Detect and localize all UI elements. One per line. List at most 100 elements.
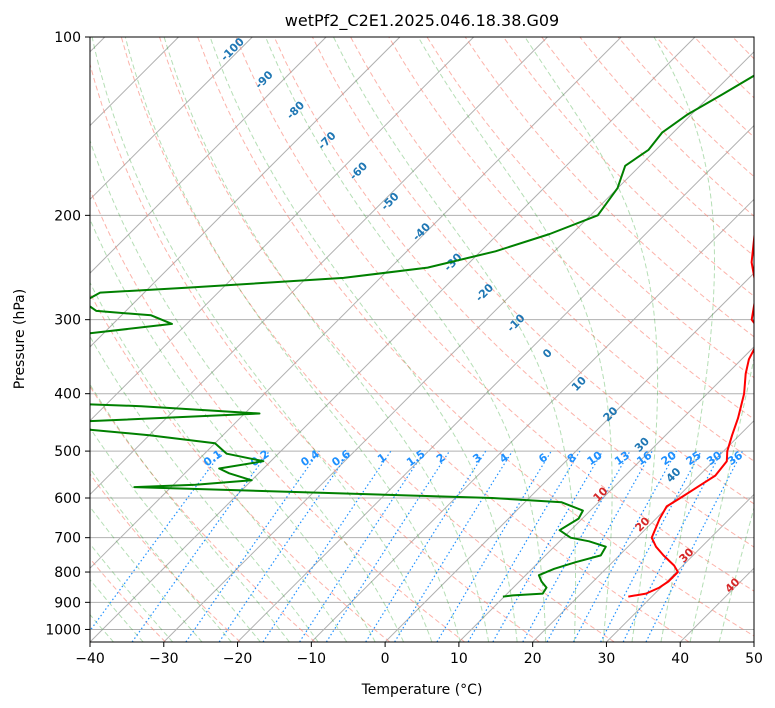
y-axis-title: Pressure (hPa) [12, 289, 28, 389]
isotherm [90, 37, 548, 496]
y-tick-label: 300 [54, 313, 81, 329]
isotherm [532, 419, 754, 642]
dry-adiabat [464, 37, 754, 338]
mixing-ratio-line [436, 450, 552, 642]
moist-adiabat-label: 20 [633, 514, 653, 534]
isotherm [606, 493, 754, 642]
dry-adiabat-label: -60 [347, 159, 370, 182]
pressure-grid [90, 37, 754, 630]
y-tick-label: 1000 [45, 622, 81, 638]
moist-adiabat-label: 30 [677, 545, 697, 565]
plot-frame [89, 36, 755, 643]
isotherm [90, 37, 622, 569]
profile-series [90, 74, 754, 598]
mixing-ratio-lines [90, 450, 744, 642]
mixing-ratio-line [522, 450, 631, 642]
x-tick-label: 0 [381, 651, 390, 667]
moist-adiabat-label: 40 [723, 575, 743, 595]
moist-adiabat [90, 427, 261, 642]
isotherm [90, 37, 253, 201]
dry-adiabat [120, 37, 615, 642]
dry-adiabat [426, 37, 754, 379]
temperature-profile-line [628, 229, 754, 598]
x-tick-label: −30 [149, 651, 179, 667]
x-tick-label: 10 [450, 651, 468, 667]
mixing-ratio-label: 2 [434, 451, 448, 466]
moist-adiabat [90, 281, 348, 642]
x-tick-label: 20 [524, 651, 542, 667]
x-tick-label: −20 [223, 651, 253, 667]
moist-adiabat [90, 335, 319, 642]
y-tick-label: 100 [54, 30, 81, 46]
dry-adiabat-label: -100 [218, 35, 247, 64]
mixing-ratio-label: 1 [375, 451, 389, 466]
dry-adiabats [90, 37, 754, 642]
moist-adiabat [90, 218, 376, 642]
moist-adiabat [265, 37, 547, 642]
dry-adiabat [90, 385, 316, 642]
isotherm [90, 37, 696, 642]
moist-adiabat-label: 10 [591, 484, 611, 504]
isotherm [90, 37, 475, 422]
mixing-ratio-line [572, 450, 677, 642]
isotherm [679, 567, 754, 642]
dry-adiabat-label: -50 [378, 190, 401, 213]
moist-adiabat [163, 37, 490, 642]
dry-adiabat [159, 37, 690, 642]
mixing-ratio-label: 6 [536, 451, 550, 466]
mixing-ratio-label: 0.6 [329, 447, 353, 469]
isotherm [384, 272, 754, 642]
y-tick-label: 800 [54, 565, 81, 581]
x-tick-label: 40 [671, 651, 689, 667]
dry-adiabat [90, 557, 166, 642]
mixing-ratio-line [131, 450, 270, 642]
moist-adiabat [417, 37, 613, 642]
dewpoint-profile-line [90, 74, 754, 598]
y-tick-label: 600 [54, 491, 81, 507]
chart-title: wetPf2_C2E1.2025.046.18.38.G09 [285, 11, 559, 31]
mixing-ratio-line [645, 450, 744, 642]
dry-adiabat [388, 37, 754, 420]
plot-area: -100-90-80-70-60-50-40-30-20-10010203040… [90, 35, 754, 642]
isotherm [753, 641, 754, 642]
moist-adiabat [91, 37, 433, 642]
isotherm [163, 51, 754, 642]
x-axis-ticks: −40 −30 −20 −10 0 10 20 30 40 50 [75, 642, 763, 667]
mixing-ratio-line [218, 450, 351, 642]
moist-adiabat [333, 37, 577, 642]
moist-adiabat-labels: 10 20 30 40 [591, 484, 743, 595]
mixing-ratio-line [365, 450, 487, 642]
mixing-ratio-label: 0.4 [298, 447, 322, 469]
dry-adiabat [350, 37, 754, 462]
moist-adiabat [90, 139, 405, 642]
dry-adiabat [655, 37, 754, 138]
moist-adiabat [209, 37, 518, 642]
isotherm [90, 37, 327, 274]
moist-adiabat [653, 37, 715, 642]
mixing-ratio-labels: 0.1 0.2 0.4 0.6 1 1.5 2 3 4 6 8 10 13 16 20 25 30 36 [201, 447, 745, 469]
dry-adiabat-label: -10 [504, 311, 527, 334]
moist-adiabat [90, 467, 232, 642]
x-tick-label: −10 [297, 651, 327, 667]
y-tick-label: 700 [54, 531, 81, 547]
dry-adiabat-label: 20 [601, 404, 621, 424]
dry-adiabat-label: -80 [284, 98, 307, 121]
x-tick-label: 50 [745, 651, 763, 667]
mixing-ratio-line [546, 450, 653, 642]
dry-adiabat-label: 0 [540, 346, 555, 361]
dry-adiabat [273, 37, 754, 548]
mixing-ratio-line [90, 450, 223, 632]
y-tick-label: 400 [54, 387, 81, 403]
mixing-ratio-line [394, 450, 513, 642]
y-tick-label: 500 [54, 444, 81, 460]
isotherm [310, 198, 754, 642]
isotherm [90, 37, 401, 348]
dry-adiabat [197, 37, 754, 637]
mixing-ratio-line [185, 450, 320, 642]
mixing-ratio-label: 4 [497, 451, 511, 466]
dry-adiabat [90, 62, 540, 642]
dry-adiabat-label: -40 [410, 220, 433, 243]
dry-adiabat [235, 37, 754, 592]
x-tick-label: 30 [598, 651, 616, 667]
